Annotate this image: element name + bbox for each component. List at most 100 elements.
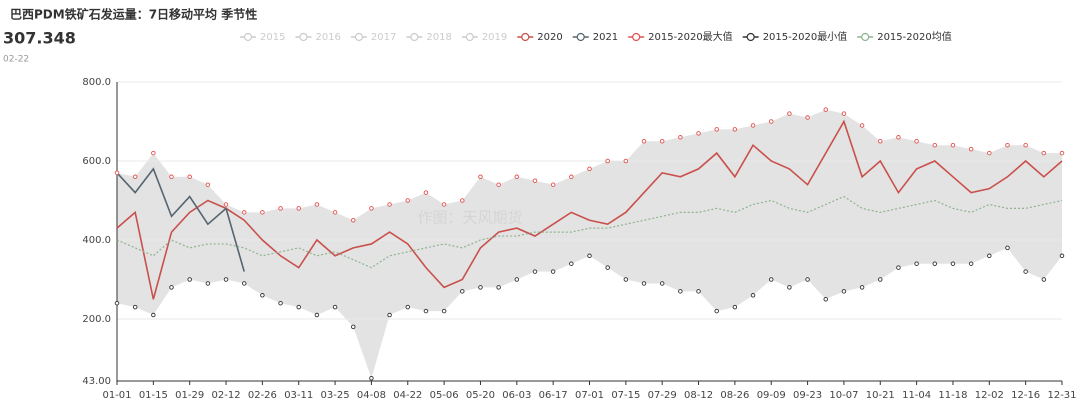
series-line	[116, 119, 1063, 300]
marker	[1023, 269, 1028, 274]
x-tick-label: 12-31	[1047, 390, 1076, 401]
marker	[514, 174, 520, 180]
marker	[805, 115, 810, 120]
marker	[968, 146, 974, 152]
x-tick-label: 12-02	[975, 390, 1004, 401]
latest-value: 307.348	[3, 29, 76, 48]
marker	[1005, 245, 1010, 251]
y-tick-label: 200.0	[82, 314, 111, 325]
marker	[514, 277, 520, 282]
marker	[478, 174, 483, 180]
x-tick-label: 06-03	[502, 390, 531, 401]
marker	[878, 277, 883, 282]
marker	[132, 174, 138, 180]
legend-icon	[576, 32, 585, 42]
marker	[550, 182, 556, 187]
marker	[932, 142, 938, 148]
x-tick-label: 08-26	[720, 390, 749, 401]
chart-title: 巴西PDM铁矿石发运量：7日移动平均 季节性	[10, 7, 257, 22]
x-tick-label: 04-08	[357, 390, 386, 401]
marker	[841, 111, 847, 116]
marker	[532, 269, 538, 274]
marker	[278, 206, 283, 211]
legend-icon	[465, 32, 474, 42]
marker	[132, 304, 138, 310]
marker	[841, 289, 847, 294]
legend-label: 2015	[260, 32, 285, 43]
x-tick-label: 11-18	[938, 390, 967, 401]
marker	[496, 285, 501, 290]
legend-icon	[354, 32, 364, 42]
marker	[678, 289, 683, 294]
marker	[260, 293, 265, 298]
marker	[787, 285, 792, 290]
marker	[314, 312, 320, 318]
legend-label: 2021	[593, 32, 618, 43]
marker	[260, 210, 265, 215]
marker	[641, 138, 647, 144]
marker	[641, 281, 647, 286]
marker	[605, 265, 610, 270]
legend-label: 2015-2020最小值	[763, 30, 848, 43]
marker	[714, 308, 719, 314]
marker	[659, 281, 665, 286]
x-tick-label: 06-17	[539, 390, 568, 401]
marker	[569, 261, 574, 266]
marker	[460, 198, 465, 203]
marker	[151, 312, 156, 318]
marker	[896, 135, 901, 140]
marker	[441, 308, 447, 314]
marker	[914, 138, 919, 144]
x-tick-label: 01-15	[139, 390, 168, 401]
marker	[823, 107, 829, 112]
marker	[423, 190, 429, 195]
marker	[768, 277, 774, 282]
x-tick-label: 01-01	[102, 390, 131, 401]
marker	[314, 202, 320, 207]
marker	[1059, 253, 1065, 259]
legend-icon	[299, 32, 308, 42]
marker	[114, 170, 120, 176]
marker	[114, 300, 120, 306]
legend-icon	[521, 32, 530, 42]
legend-label: 2015-2020最大值	[648, 30, 733, 43]
legend-icon	[861, 32, 870, 42]
marker	[587, 166, 592, 172]
series-line	[116, 195, 1063, 269]
marker	[351, 324, 356, 330]
marker	[369, 375, 374, 381]
x-tick-label: 04-22	[393, 390, 422, 401]
x-tick-label: 05-06	[430, 390, 459, 401]
marker	[587, 253, 592, 259]
x-tick-label: 03-25	[321, 390, 350, 401]
marker	[823, 296, 829, 302]
legend-label: 2018	[426, 32, 451, 43]
marker	[496, 182, 501, 187]
marker	[241, 210, 247, 215]
marker	[859, 123, 865, 128]
marker	[387, 312, 392, 318]
marker	[987, 150, 992, 156]
marker	[623, 158, 629, 164]
marker	[987, 253, 992, 259]
marker	[696, 131, 701, 136]
marker	[805, 277, 810, 282]
marker	[750, 123, 756, 128]
series-line	[116, 167, 245, 272]
marker	[241, 281, 247, 286]
marker	[405, 198, 411, 203]
marker	[696, 289, 701, 294]
marker	[205, 182, 211, 187]
marker	[859, 285, 865, 290]
marker	[187, 277, 192, 282]
x-tick-label: 02-26	[248, 390, 277, 401]
x-tick-label: 07-01	[575, 390, 604, 401]
marker	[151, 150, 156, 156]
x-tick-label: 08-12	[684, 390, 713, 401]
marker	[478, 285, 483, 290]
marker	[1041, 277, 1047, 282]
marker	[387, 202, 392, 207]
legend-label: 2019	[482, 32, 507, 43]
marker	[205, 281, 211, 286]
